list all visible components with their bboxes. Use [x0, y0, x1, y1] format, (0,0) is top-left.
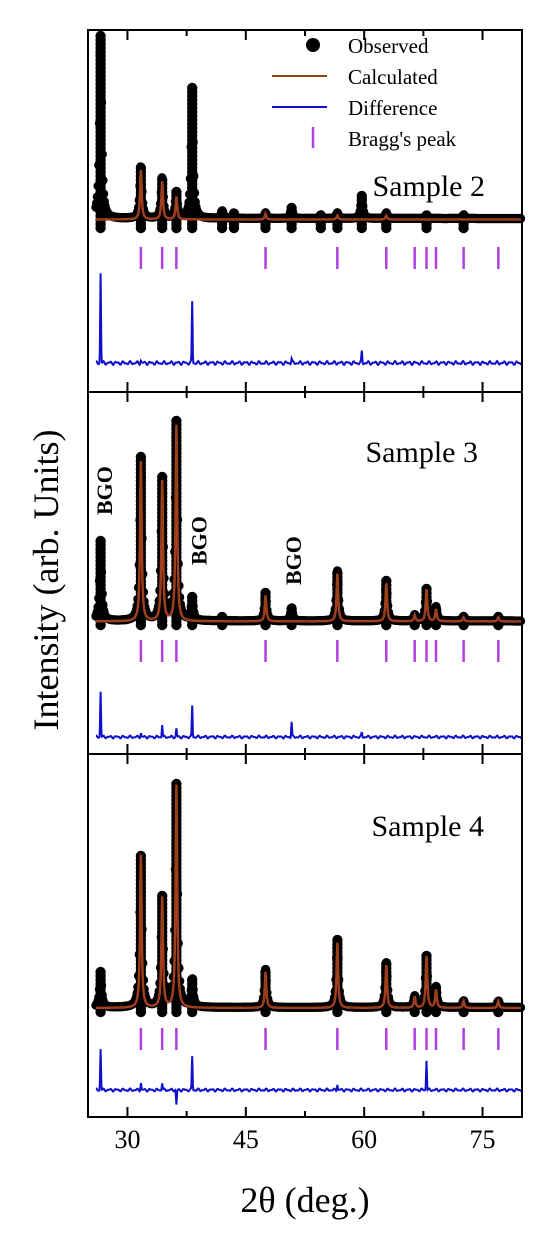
observed-point — [135, 162, 147, 174]
observed-point — [187, 82, 198, 94]
panel-ticks — [126, 30, 484, 392]
panel-frame — [87, 29, 523, 393]
calculated-series — [95, 424, 522, 622]
observed-point — [286, 202, 297, 214]
observed-point — [171, 415, 182, 427]
panel-ticks — [126, 754, 484, 1117]
observed-point — [135, 451, 147, 463]
legend-label: Observed — [348, 34, 429, 58]
calculated-series — [95, 169, 522, 220]
observed-point — [381, 575, 392, 587]
x-tick-label: 30 — [114, 1125, 140, 1154]
observed-point — [187, 591, 198, 603]
legend-entry: Observed — [306, 34, 429, 58]
bragg-ticks — [139, 640, 500, 662]
observed-point — [260, 587, 271, 599]
x-tick-label: 75 — [470, 1125, 496, 1154]
observed-point — [216, 206, 228, 218]
observed-point — [171, 778, 182, 790]
observed-point — [187, 974, 198, 986]
x-tick-label: 45 — [233, 1125, 259, 1154]
y-axis-label: Intensity (arb. Units) — [26, 430, 66, 731]
observed-point — [430, 982, 442, 994]
observed-point — [356, 190, 367, 202]
legend-label: Bragg's peak — [348, 127, 457, 151]
observed-point — [95, 30, 106, 42]
observed-point — [216, 611, 228, 623]
panel-label: Sample 2 — [373, 170, 486, 203]
panel-label: Sample 3 — [366, 436, 479, 469]
panel-1: Sample 2 — [91, 30, 526, 367]
panel-2: Sample 3 BGO BGO BGO — [91, 415, 526, 740]
difference-series — [95, 273, 523, 367]
panel-frame — [87, 753, 523, 1118]
observed-point — [381, 958, 392, 970]
bgo-annotation: BGO — [281, 536, 306, 585]
frame-layer: 30 45 60 75 — [87, 29, 523, 1154]
x-axis-label: 2θ (deg.) — [240, 1180, 369, 1220]
observed-point — [332, 567, 343, 579]
panel-3: Sample 4 — [91, 778, 526, 1105]
legend-entry: Calculated — [272, 65, 438, 89]
bgo-annotation: BGO — [92, 466, 117, 515]
observed-point — [171, 186, 182, 198]
difference-series — [95, 691, 523, 740]
observed-point — [157, 174, 168, 186]
bragg-ticks — [139, 1028, 500, 1050]
observed-point — [286, 603, 297, 615]
legend-label: Difference — [348, 96, 437, 120]
legend-entry: Difference — [272, 96, 437, 120]
panel-label: Sample 4 — [372, 810, 485, 843]
observed-point — [157, 471, 168, 483]
panels-layer: Sample 2 Sample 3 BGO BGO BGO Sample 4 — [91, 30, 526, 1105]
bragg-ticks — [139, 247, 500, 269]
x-tick-label: 60 — [351, 1125, 377, 1154]
x-tick-labels: 30 45 60 75 — [114, 1125, 495, 1154]
observed-point — [421, 583, 432, 595]
calculated-series — [95, 784, 522, 1009]
difference-series — [95, 1049, 523, 1105]
observed-point — [95, 535, 106, 547]
legend-entry: Bragg's peak — [311, 127, 457, 151]
legend-marker — [306, 38, 320, 52]
observed-point — [95, 966, 106, 978]
legend: Observed Calculated Difference Bragg's peak — [272, 34, 457, 151]
legend-label: Calculated — [348, 65, 438, 89]
bgo-annotation: BGO — [186, 516, 211, 565]
observed-point — [332, 934, 343, 946]
observed-point — [157, 890, 168, 902]
